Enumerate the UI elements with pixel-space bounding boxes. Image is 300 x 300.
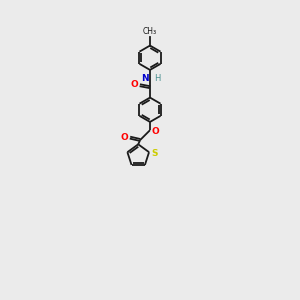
Text: H: H — [154, 74, 160, 83]
Text: S: S — [152, 149, 158, 158]
Text: O: O — [130, 80, 138, 89]
Text: CH₃: CH₃ — [143, 27, 157, 36]
Text: N: N — [141, 74, 149, 83]
Text: O: O — [121, 133, 128, 142]
Text: O: O — [152, 127, 160, 136]
